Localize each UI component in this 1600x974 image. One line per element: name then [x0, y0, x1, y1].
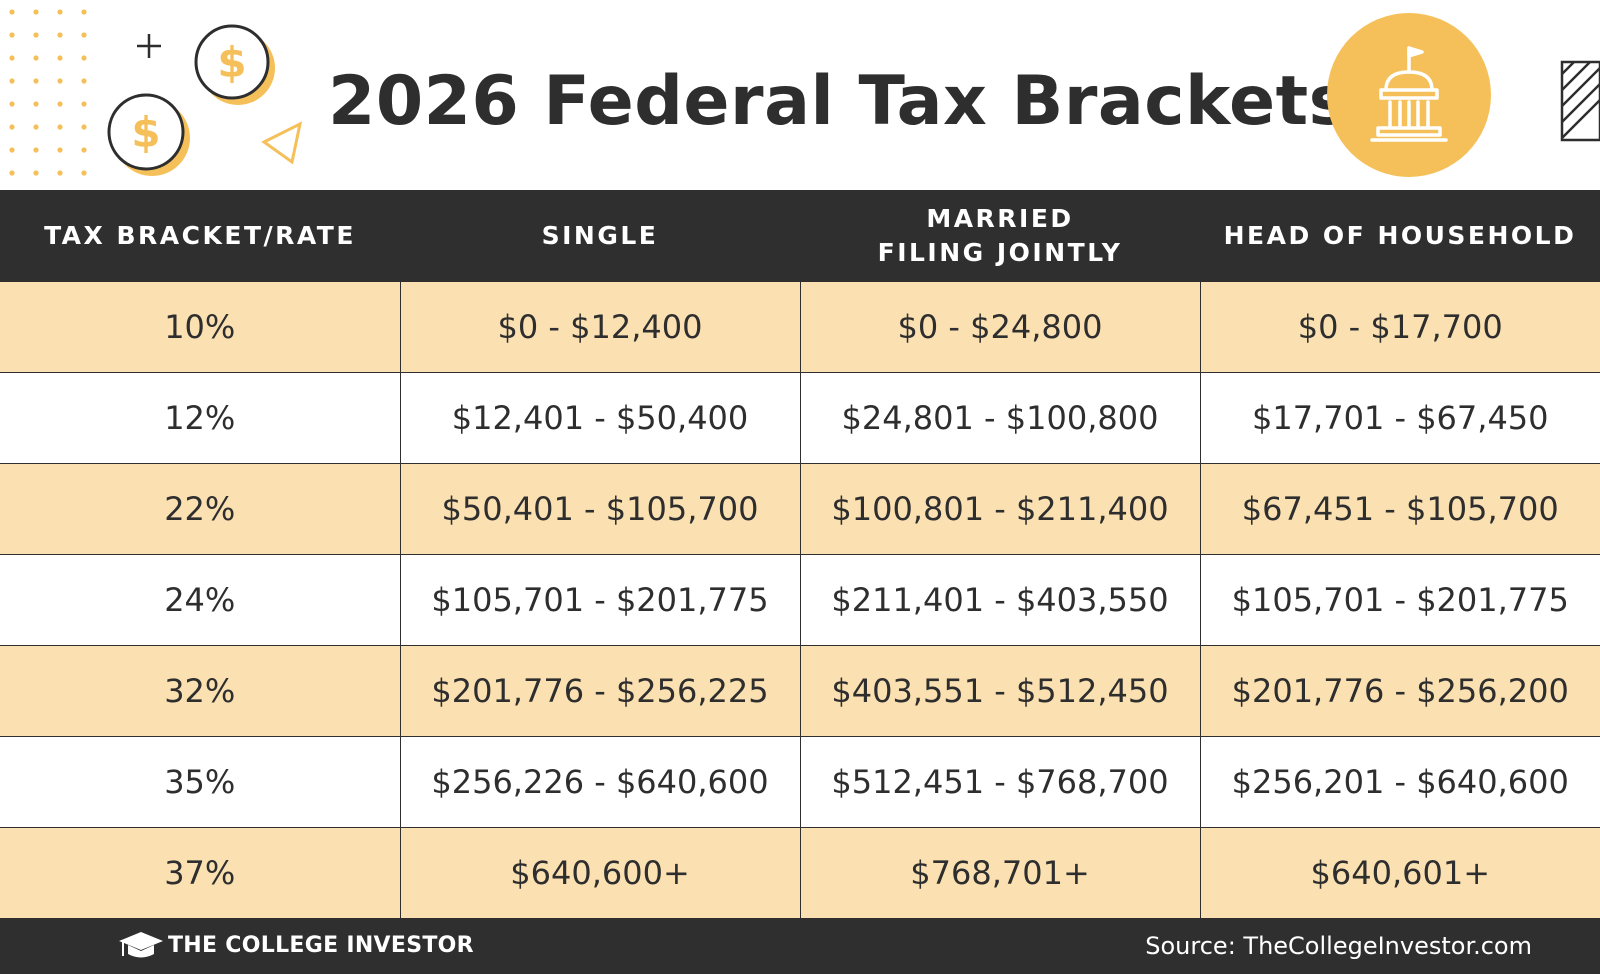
- plus-icon: [137, 34, 161, 58]
- dot-mark: [33, 32, 39, 38]
- table-row: 10% $0 - $12,400 $0 - $24,800 $0 - $17,7…: [0, 282, 1600, 373]
- dot-mark: [81, 124, 87, 130]
- svg-text:$: $: [217, 38, 246, 87]
- dollar-coin-icon: $: [107, 93, 190, 176]
- cell-single: $201,776 - $256,225: [399, 645, 801, 737]
- dot-mark: [33, 147, 39, 153]
- cell-married: $100,801 - $211,400: [799, 463, 1201, 555]
- triangle-decoration: [261, 121, 303, 165]
- cell-rate: 37%: [0, 827, 401, 919]
- table-header-row: TAX BRACKET/RATE SINGLE MARRIED FILING J…: [0, 190, 1600, 282]
- cell-single: $12,401 - $50,400: [399, 372, 801, 464]
- table-row: 24% $105,701 - $201,775 $211,401 - $403,…: [0, 554, 1600, 646]
- dot-mark: [9, 78, 15, 84]
- cell-single: $0 - $12,400: [399, 282, 801, 373]
- dot-mark: [57, 55, 63, 61]
- dot-mark: [81, 9, 87, 15]
- cell-single: $640,600+: [399, 827, 801, 919]
- cell-head-of-household: $201,776 - $256,200: [1199, 645, 1600, 737]
- dot-mark: [9, 9, 15, 15]
- cell-head-of-household: $67,451 - $105,700: [1199, 463, 1600, 555]
- cell-married: $24,801 - $100,800: [799, 372, 1201, 464]
- dot-mark: [57, 32, 63, 38]
- dot-mark: [81, 55, 87, 61]
- header-line: MARRIED: [926, 204, 1074, 233]
- dot-mark: [33, 101, 39, 107]
- column-header-married: MARRIED FILING JOINTLY: [800, 190, 1200, 282]
- dot-mark: [9, 32, 15, 38]
- svg-text:$: $: [131, 108, 160, 157]
- column-header-single: SINGLE: [400, 190, 800, 282]
- cell-head-of-household: $17,701 - $67,450: [1199, 372, 1600, 464]
- cell-rate: 35%: [0, 736, 401, 828]
- dot-mark: [9, 170, 15, 176]
- page-title: 2026 Federal Tax Brackets: [328, 62, 1350, 141]
- dot-mark: [81, 147, 87, 153]
- cell-married: $768,701+: [799, 827, 1201, 919]
- dot-mark: [57, 147, 63, 153]
- dot-mark: [57, 78, 63, 84]
- column-header-rate: TAX BRACKET/RATE: [0, 190, 400, 282]
- dot-mark: [57, 101, 63, 107]
- source-credit: Source: TheCollegeInvestor.com: [1145, 932, 1532, 960]
- dot-mark: [9, 55, 15, 61]
- cell-rate: 22%: [0, 463, 401, 555]
- table-row: 32% $201,776 - $256,225 $403,551 - $512,…: [0, 645, 1600, 737]
- brand-name: THE COLLEGE INVESTOR: [168, 933, 474, 958]
- dollar-coin-icon: $: [194, 24, 275, 105]
- graduation-cap-icon: [119, 932, 163, 958]
- dot-mark: [81, 32, 87, 38]
- cell-married: $0 - $24,800: [799, 282, 1201, 373]
- header-line: TAX BRACKET/RATE: [44, 221, 356, 250]
- dot-pattern-decoration: [9, 9, 87, 176]
- header-line: HEAD OF HOUSEHOLD: [1223, 221, 1577, 250]
- dot-mark: [81, 78, 87, 84]
- cell-married: $512,451 - $768,700: [799, 736, 1201, 828]
- dot-mark: [33, 78, 39, 84]
- cell-single: $105,701 - $201,775: [399, 554, 801, 646]
- cell-single: $256,226 - $640,600: [399, 736, 801, 828]
- dot-mark: [57, 124, 63, 130]
- dot-mark: [57, 170, 63, 176]
- table-row: 22% $50,401 - $105,700 $100,801 - $211,4…: [0, 463, 1600, 555]
- cell-head-of-household: $0 - $17,700: [1199, 282, 1600, 373]
- dot-mark: [81, 170, 87, 176]
- table-row: 35% $256,226 - $640,600 $512,451 - $768,…: [0, 736, 1600, 828]
- header: $ $ 2026 Federal Tax Brackets: [0, 0, 1600, 190]
- dot-mark: [9, 147, 15, 153]
- cell-rate: 12%: [0, 372, 401, 464]
- dot-mark: [9, 101, 15, 107]
- cell-single: $50,401 - $105,700: [399, 463, 801, 555]
- table-row: 12% $12,401 - $50,400 $24,801 - $100,800…: [0, 372, 1600, 464]
- footer: THE COLLEGE INVESTOR Source: TheCollegeI…: [0, 919, 1600, 974]
- dot-mark: [81, 101, 87, 107]
- dot-mark: [33, 9, 39, 15]
- tax-bracket-table: TAX BRACKET/RATE SINGLE MARRIED FILING J…: [0, 190, 1600, 919]
- capitol-building-icon: [1327, 13, 1491, 177]
- hatched-decoration: [1560, 60, 1600, 142]
- cell-married: $211,401 - $403,550: [799, 554, 1201, 646]
- cell-rate: 10%: [0, 282, 401, 373]
- column-header-head-of-household: HEAD OF HOUSEHOLD: [1200, 190, 1600, 282]
- cell-head-of-household: $256,201 - $640,600: [1199, 736, 1600, 828]
- cell-rate: 24%: [0, 554, 401, 646]
- header-line: FILING JOINTLY: [877, 238, 1123, 267]
- dot-mark: [33, 170, 39, 176]
- dot-mark: [57, 9, 63, 15]
- header-line: SINGLE: [541, 221, 659, 250]
- cell-rate: 32%: [0, 645, 401, 737]
- dot-mark: [33, 124, 39, 130]
- table-row: 37% $640,600+ $768,701+ $640,601+: [0, 827, 1600, 919]
- dot-mark: [33, 55, 39, 61]
- cell-head-of-household: $105,701 - $201,775: [1199, 554, 1600, 646]
- dot-mark: [9, 124, 15, 130]
- cell-married: $403,551 - $512,450: [799, 645, 1201, 737]
- cell-head-of-household: $640,601+: [1199, 827, 1600, 919]
